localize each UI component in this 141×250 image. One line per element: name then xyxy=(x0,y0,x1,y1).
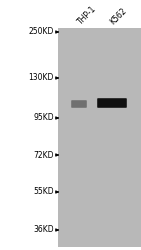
Text: 72KD: 72KD xyxy=(34,150,54,160)
FancyBboxPatch shape xyxy=(71,100,87,108)
Text: THP-1: THP-1 xyxy=(76,4,98,26)
Text: 36KD: 36KD xyxy=(33,226,54,234)
Text: 95KD: 95KD xyxy=(33,114,54,122)
Text: K562: K562 xyxy=(109,6,129,26)
Bar xyxy=(58,28,141,247)
Text: 250KD: 250KD xyxy=(29,28,54,36)
FancyBboxPatch shape xyxy=(97,98,127,108)
Text: 130KD: 130KD xyxy=(29,74,54,82)
Text: 55KD: 55KD xyxy=(33,188,54,196)
